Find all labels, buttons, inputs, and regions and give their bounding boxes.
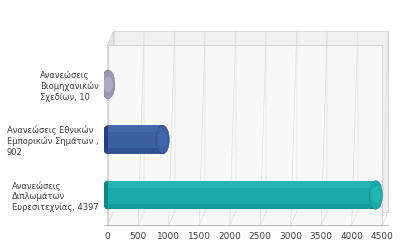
Ellipse shape xyxy=(371,187,380,203)
Polygon shape xyxy=(108,31,114,225)
Ellipse shape xyxy=(369,181,382,209)
Ellipse shape xyxy=(101,125,114,154)
Bar xyxy=(108,125,163,132)
Bar xyxy=(108,204,376,209)
Bar xyxy=(108,181,376,209)
Ellipse shape xyxy=(156,125,169,154)
Bar xyxy=(108,125,163,154)
Ellipse shape xyxy=(102,70,115,99)
Bar xyxy=(108,148,163,154)
Polygon shape xyxy=(114,31,388,212)
Ellipse shape xyxy=(101,181,114,209)
Ellipse shape xyxy=(104,76,113,92)
Ellipse shape xyxy=(101,70,114,99)
Polygon shape xyxy=(108,45,382,225)
Ellipse shape xyxy=(158,132,167,148)
Bar xyxy=(108,181,376,188)
